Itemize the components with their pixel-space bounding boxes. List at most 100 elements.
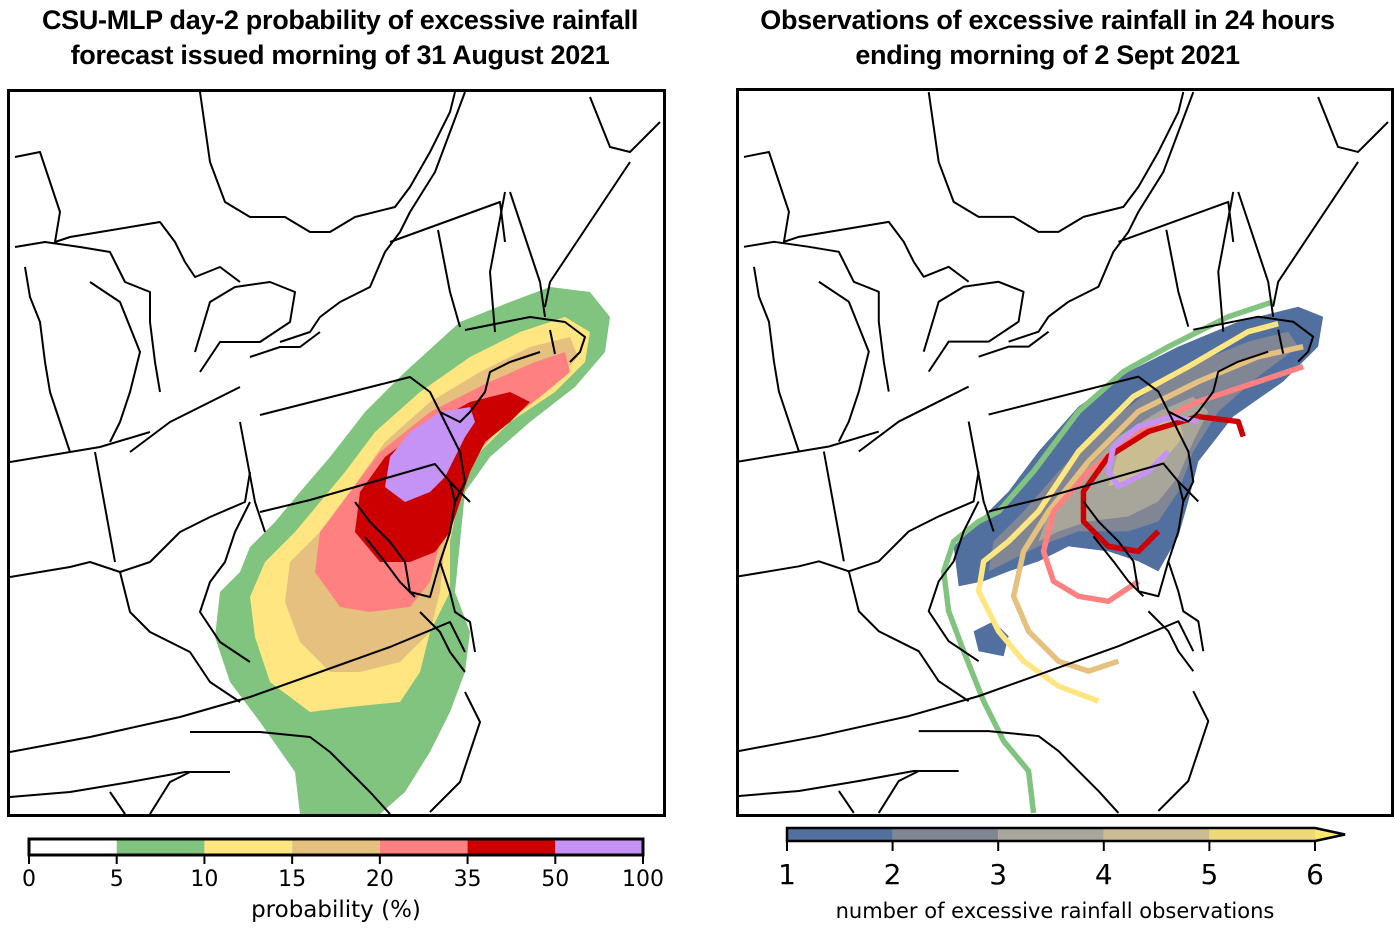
- boundary-line: [259, 463, 471, 513]
- boundary-line: [199, 501, 251, 663]
- boundary-line: [978, 330, 1050, 358]
- boundary-line: [10, 431, 151, 463]
- observation-count-layer: [953, 306, 1324, 657]
- boundary-line: [918, 730, 1120, 814]
- boundary-line: [1193, 315, 1315, 363]
- forecast-contour-20pct: [1040, 364, 1305, 605]
- boundary-line: [1277, 329, 1285, 354]
- boundary-line: [259, 376, 441, 416]
- colorbar-bin-4-5: [1103, 828, 1210, 841]
- boundary-line: [199, 92, 456, 233]
- colorbar-bin-35-50: [467, 839, 556, 855]
- boundary-line: [149, 771, 191, 814]
- geography-layer: [739, 91, 1389, 814]
- colorbar-bin-5-6: [1209, 828, 1315, 841]
- boundary-line: [10, 771, 230, 798]
- probability-region-50-100: [385, 407, 475, 502]
- boundary-line: [190, 731, 391, 814]
- boundary-line: [589, 96, 661, 153]
- boundary-line: [1237, 191, 1275, 317]
- left-title-line-2: forecast issued morning of 31 August 202…: [70, 40, 610, 70]
- boundary-line: [549, 329, 556, 355]
- probability-colorbar: 0 5 10 15 20 35 50 100: [22, 836, 664, 916]
- boundary-line: [1272, 161, 1359, 307]
- colorbar-tick-label: 100: [622, 867, 664, 892]
- boundary-line: [1167, 350, 1269, 423]
- colorbar-bin-3-4: [998, 828, 1104, 841]
- boundary-line: [1165, 229, 1190, 327]
- observations-map-svg: [739, 91, 1389, 814]
- boundary-line: [838, 790, 855, 814]
- boundary-line: [922, 280, 1025, 373]
- boundary-line: [1118, 200, 1235, 243]
- probability-fill-layer: [215, 287, 610, 814]
- colorbar-tick-label: 3: [989, 858, 1008, 891]
- forecast-contour-50pct: [1105, 413, 1199, 490]
- boundary-line: [927, 500, 980, 663]
- colorbar-bin-0-5: [29, 839, 117, 855]
- boundary-line: [1167, 561, 1205, 652]
- boundary-line: [119, 571, 241, 703]
- boundary-line: [249, 331, 321, 358]
- boundary-line: [239, 421, 266, 533]
- colorbar-bin-5-10: [116, 839, 205, 855]
- right-title-line-1: Observations of excessive rainfall in 24…: [760, 5, 1335, 35]
- boundary-line: [739, 620, 1195, 753]
- boundary-line: [14, 241, 161, 393]
- forecast-contour-10pct: [975, 321, 1279, 704]
- forecast-contour-5pct: [940, 299, 1275, 814]
- colorbar-tick-label: 1: [778, 858, 796, 891]
- colorbar-tick-label: 5: [1200, 858, 1219, 891]
- boundary-line: [877, 770, 920, 814]
- colorbar-bin-20-35: [379, 839, 468, 855]
- colorbar-tick-label: 20: [365, 867, 394, 892]
- probability-colorbar-svg: [27, 837, 645, 864]
- boundary-line: [743, 150, 970, 283]
- boundary-line: [464, 316, 586, 363]
- boundary-line: [439, 561, 476, 653]
- colorbar-tick-label: 35: [453, 867, 482, 892]
- boundary-line: [1167, 411, 1195, 502]
- colorbar-tick-label: 4: [1094, 858, 1113, 891]
- boundary-line: [89, 281, 141, 443]
- boundary-line: [1157, 690, 1210, 812]
- boundary-line: [354, 481, 456, 598]
- colorbar-frame: [785, 826, 1346, 843]
- boundary-line: [509, 191, 546, 318]
- right-title-line-2: ending morning of 2 Sept 2021: [855, 40, 1240, 70]
- geography-layer: [10, 92, 661, 814]
- boundary-line: [194, 281, 296, 373]
- colorbar-bin-50-100: [555, 839, 643, 855]
- colorbar-tick-label: 0: [22, 867, 36, 892]
- colorbar-tick-label: 6: [1306, 858, 1324, 891]
- boundary-line: [14, 151, 241, 283]
- colorbar-tick-label: 10: [190, 867, 219, 892]
- boundary-line: [439, 351, 541, 423]
- boundary-line: [967, 421, 995, 532]
- boundary-line: [489, 191, 506, 333]
- forecast-map-svg: [10, 92, 661, 814]
- left-title-line-1: CSU-MLP day-2 probability of excessive r…: [41, 5, 639, 35]
- boundary-line: [94, 451, 116, 563]
- boundary-line: [847, 571, 970, 702]
- boundary-line: [1008, 91, 1195, 343]
- boundary-line: [24, 266, 71, 453]
- boundary-line: [739, 471, 980, 578]
- left-map-title: CSU-MLP day-2 probability of excessive r…: [0, 3, 680, 73]
- colorbar-tick-label: 50: [541, 867, 570, 892]
- observations-map: [736, 88, 1394, 817]
- boundary-line: [419, 611, 466, 673]
- observation-count-colorbar: 1 2 3 4 5 6: [778, 826, 1355, 896]
- boundary-line: [439, 411, 466, 503]
- colorbar-bin-10-15: [204, 839, 293, 855]
- boundary-line: [988, 375, 1170, 416]
- boundary-line: [109, 791, 126, 814]
- boundary-line: [818, 280, 870, 442]
- colorbar-tick-label: 15: [278, 867, 307, 892]
- boundary-line: [1147, 610, 1195, 672]
- probability-colorbar-label: probability (%): [251, 897, 421, 923]
- colorbar-bin-2-3: [892, 828, 999, 841]
- colorbar-bin-1-2: [787, 828, 893, 841]
- boundary-line: [129, 386, 241, 453]
- boundary-line: [752, 266, 800, 452]
